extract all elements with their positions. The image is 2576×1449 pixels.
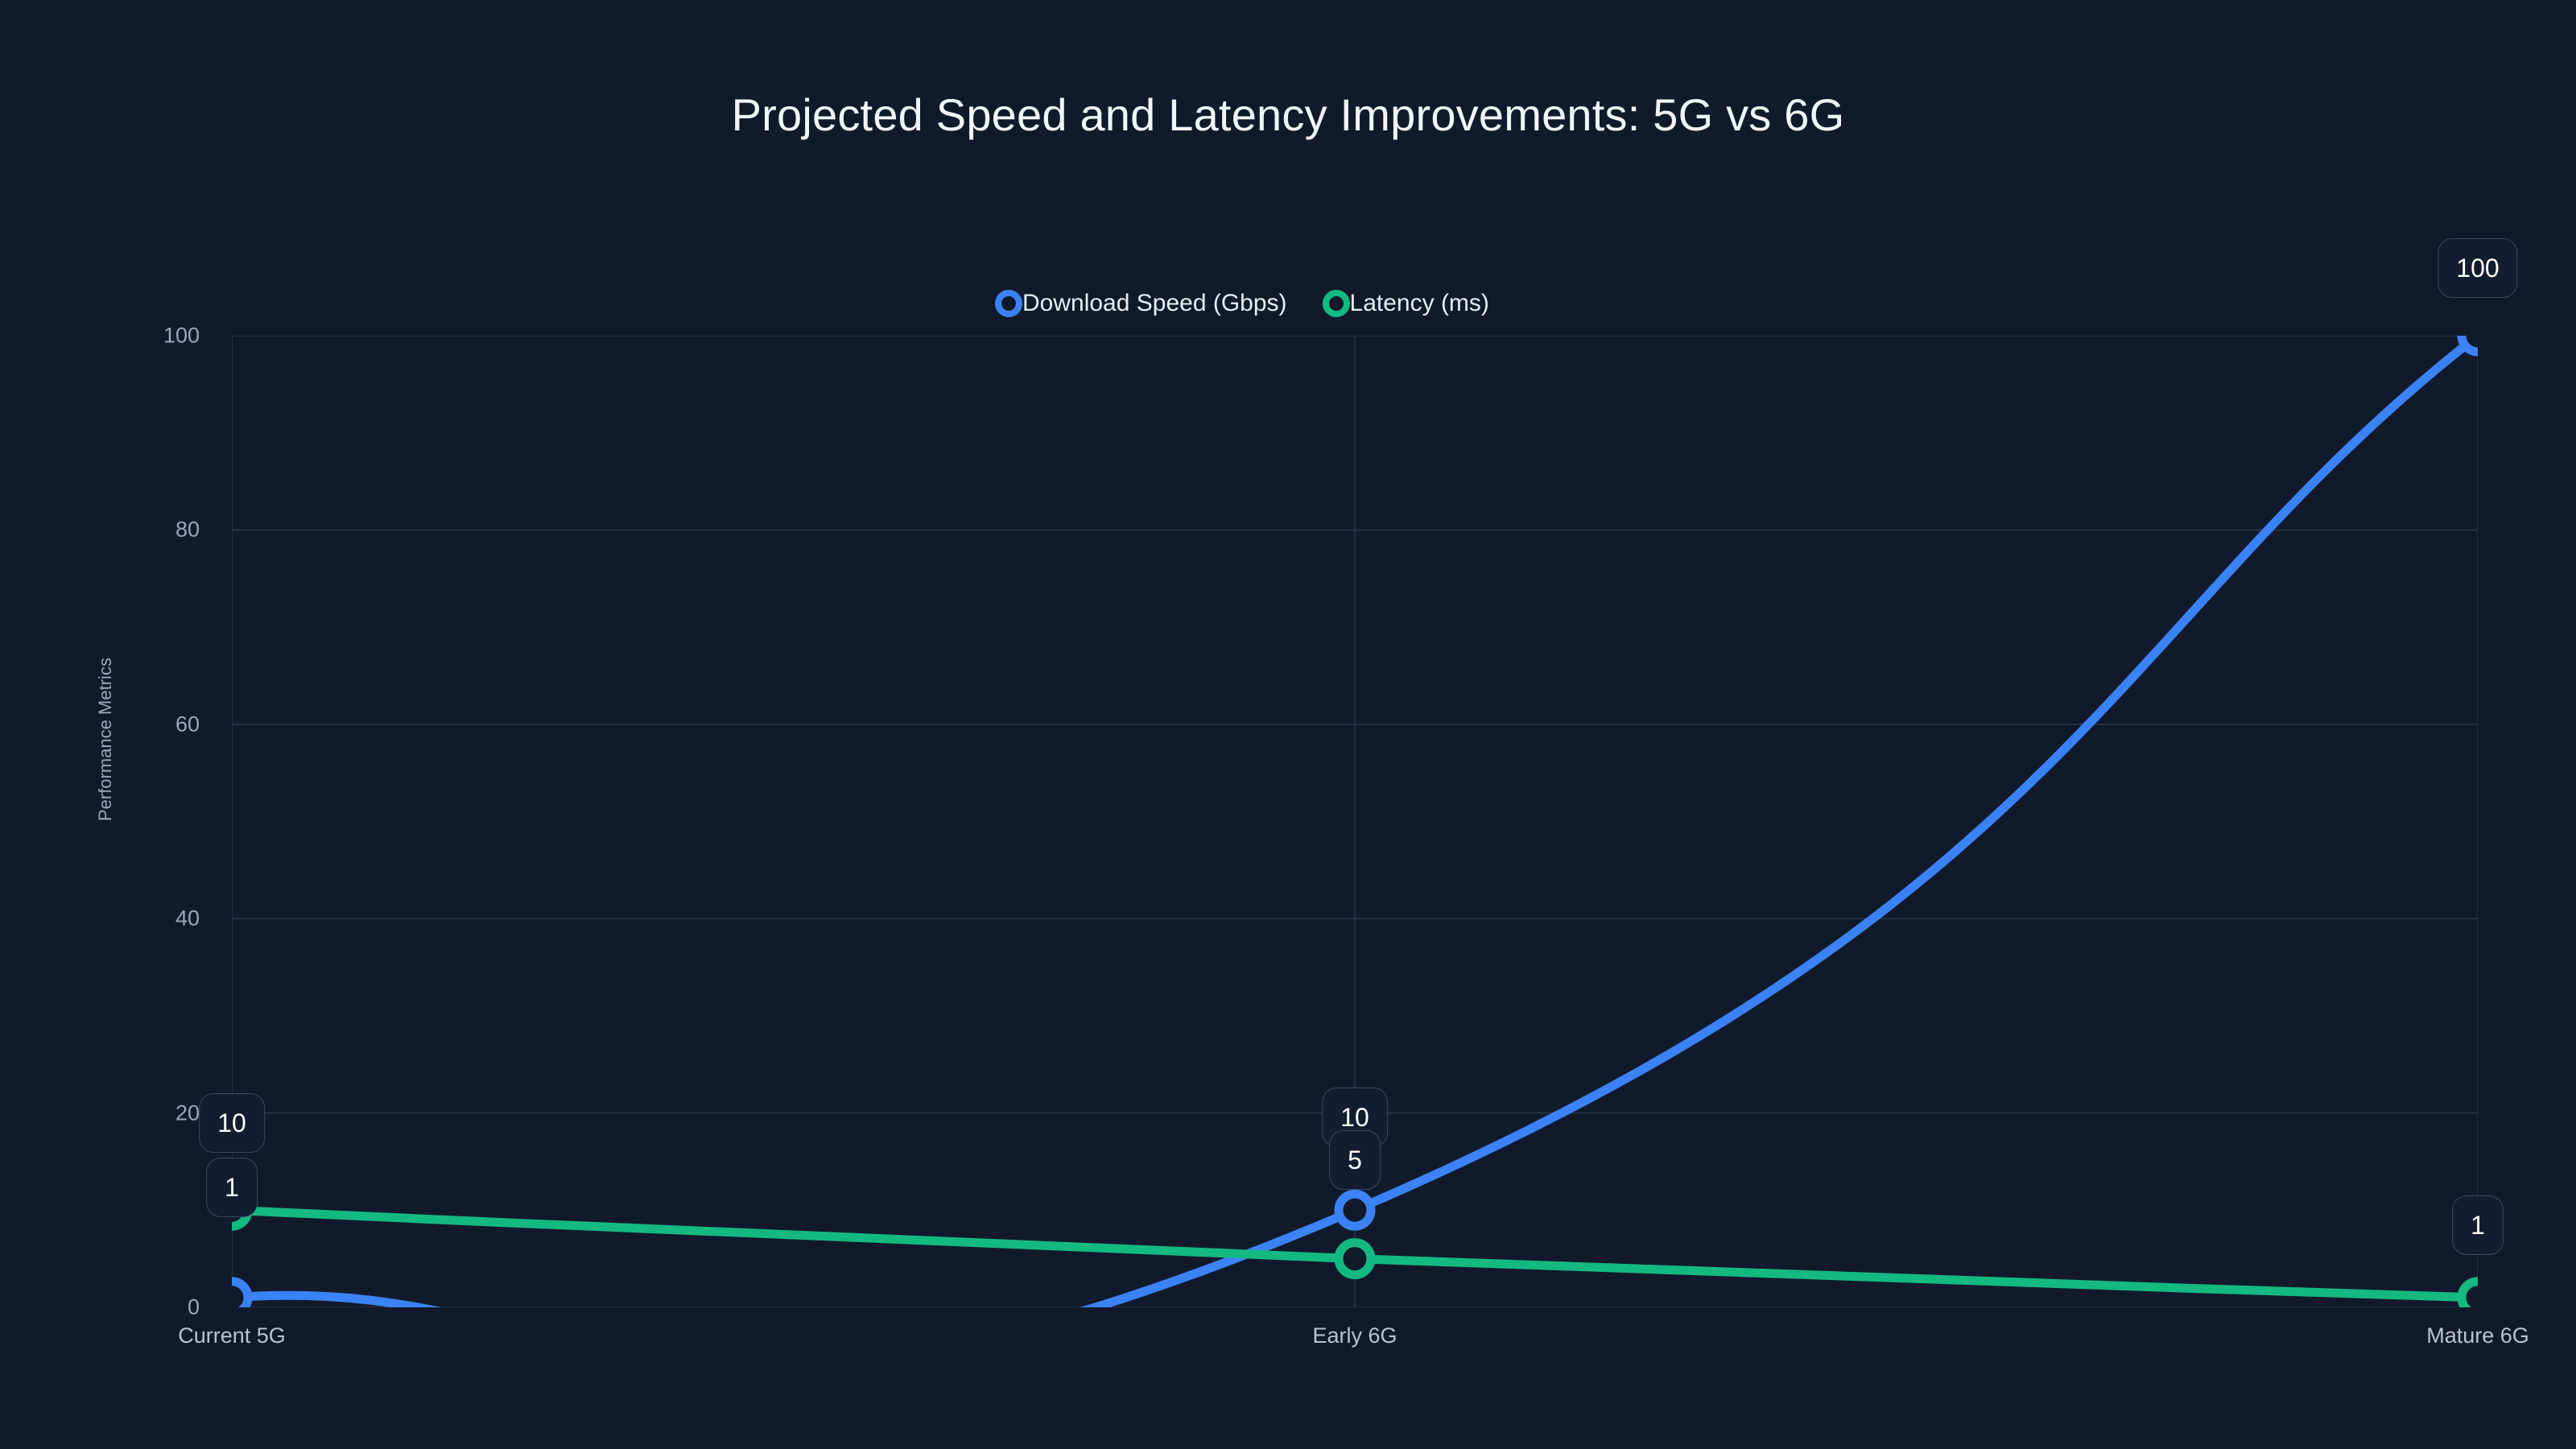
x-axis-tick-label: Current 5G bbox=[178, 1323, 286, 1348]
y-axis-tick-label: 40 bbox=[175, 906, 200, 931]
data-point-label: 5 bbox=[1329, 1129, 1381, 1190]
data-point-marker[interactable] bbox=[1334, 1238, 1376, 1280]
y-axis-tick-label: 100 bbox=[163, 323, 200, 348]
legend-item-latency[interactable]: Latency (ms) bbox=[1322, 290, 1489, 317]
y-axis-tick-label: 60 bbox=[175, 712, 200, 737]
data-point-marker[interactable] bbox=[1334, 1189, 1376, 1231]
data-point-label: 1 bbox=[206, 1157, 258, 1217]
legend-label: Latency (ms) bbox=[1349, 290, 1489, 316]
y-axis-tick-label: 80 bbox=[175, 517, 200, 542]
chart-legend: Download Speed (Gbps) Latency (ms) bbox=[995, 283, 1489, 324]
data-point-marker[interactable] bbox=[2457, 336, 2478, 357]
data-point-label: 100 bbox=[2438, 238, 2518, 298]
data-point-label: 1 bbox=[2452, 1195, 2504, 1255]
data-point-marker[interactable] bbox=[232, 1277, 253, 1307]
data-point-marker[interactable] bbox=[2457, 1277, 2478, 1307]
data-point-label: 10 bbox=[199, 1093, 265, 1154]
chart-title: Projected Speed and Latency Improvements… bbox=[731, 89, 1845, 140]
y-axis-tick-label: 0 bbox=[187, 1294, 200, 1319]
circle-outline-icon bbox=[995, 290, 1022, 317]
x-axis-tick-label: Early 6G bbox=[1312, 1323, 1397, 1348]
legend-item-download-speed[interactable]: Download Speed (Gbps) bbox=[995, 290, 1287, 317]
legend-label: Download Speed (Gbps) bbox=[1022, 290, 1287, 316]
y-axis-title: Performance Metrics bbox=[95, 658, 115, 821]
y-axis-tick-label: 20 bbox=[175, 1100, 200, 1125]
x-axis-tick-label: Mature 6G bbox=[2426, 1323, 2529, 1348]
circle-outline-icon bbox=[1322, 290, 1350, 317]
